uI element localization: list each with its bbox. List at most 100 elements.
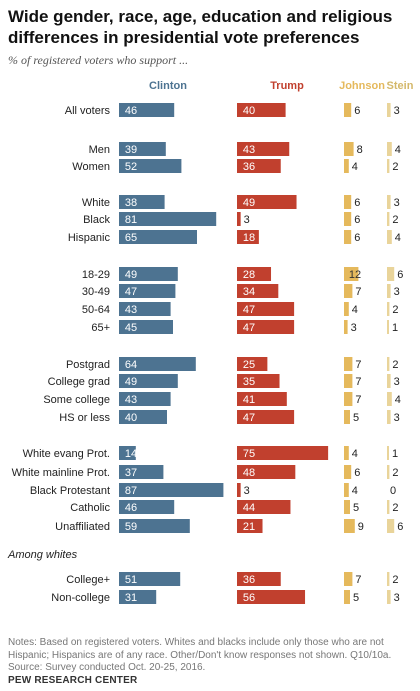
bar-clinton-all-voters bbox=[119, 103, 175, 117]
bar-trump-unaffiliated bbox=[237, 519, 263, 533]
value-label-trump-some-college: 41 bbox=[243, 394, 255, 406]
value-label-stein-college: 2 bbox=[392, 574, 398, 586]
bar-clinton-college-grad bbox=[119, 374, 178, 388]
bar-stein-some-college bbox=[387, 392, 392, 406]
value-label-trump-unaffiliated: 21 bbox=[243, 521, 255, 533]
bar-stein-men bbox=[387, 142, 392, 156]
value-label-johnson-hispanic: 6 bbox=[354, 232, 360, 244]
value-label-trump-all-voters: 40 bbox=[243, 105, 255, 117]
bar-trump-men bbox=[237, 142, 290, 156]
value-label-clinton-catholic: 46 bbox=[125, 502, 137, 514]
value-label-johnson-college-grad: 7 bbox=[355, 376, 361, 388]
bar-johnson-unaffiliated bbox=[344, 519, 355, 533]
value-label-johnson-college: 7 bbox=[355, 574, 361, 586]
bar-trump-18-29 bbox=[237, 267, 272, 281]
value-label-stein-all-voters: 3 bbox=[394, 105, 400, 117]
bar-clinton-unaffiliated bbox=[119, 519, 190, 533]
bar-clinton-college bbox=[119, 572, 181, 586]
bar-johnson-college-grad bbox=[344, 374, 353, 388]
value-label-stein-18-29: 6 bbox=[397, 269, 403, 281]
category-label-college-grad: College grad bbox=[48, 376, 110, 388]
bar-trump-non-college bbox=[237, 590, 306, 604]
value-label-stein-hispanic: 4 bbox=[395, 232, 401, 244]
category-label-non-college: Non-college bbox=[51, 592, 110, 604]
bar-trump-white-mainline-prot bbox=[237, 465, 296, 479]
bar-johnson-white bbox=[344, 195, 352, 209]
value-label-trump-black-protestant: 3 bbox=[244, 485, 250, 497]
value-label-johnson-men: 8 bbox=[357, 144, 363, 156]
value-label-clinton-white-evang-prot: 14 bbox=[125, 448, 137, 460]
bar-johnson-college bbox=[344, 572, 353, 586]
category-label-men: Men bbox=[89, 144, 110, 156]
bar-johnson-65 bbox=[344, 320, 348, 334]
bar-clinton-50-64 bbox=[119, 302, 171, 316]
value-label-stein-black: 2 bbox=[392, 214, 398, 226]
value-label-clinton-unaffiliated: 59 bbox=[125, 521, 137, 533]
bar-stein-unaffiliated bbox=[387, 519, 395, 533]
bar-johnson-women bbox=[344, 159, 349, 173]
value-label-johnson-white: 6 bbox=[354, 197, 360, 209]
value-label-trump-white-evang-prot: 75 bbox=[243, 448, 255, 460]
bar-johnson-30-49 bbox=[344, 284, 353, 298]
value-label-clinton-black: 81 bbox=[125, 214, 137, 226]
bar-clinton-catholic bbox=[119, 500, 175, 514]
bar-clinton-non-college bbox=[119, 590, 157, 604]
value-label-johnson-unaffiliated: 9 bbox=[358, 521, 364, 533]
bar-stein-50-64 bbox=[387, 302, 390, 316]
category-label-white-evang-prot: White evang Prot. bbox=[23, 448, 110, 460]
bar-johnson-men bbox=[344, 142, 354, 156]
bar-trump-women bbox=[237, 159, 281, 173]
bar-trump-some-college bbox=[237, 392, 287, 406]
value-label-trump-18-29: 28 bbox=[243, 269, 255, 281]
category-label-65: 65+ bbox=[91, 322, 110, 334]
value-label-clinton-18-29: 49 bbox=[125, 269, 137, 281]
value-label-trump-hs-or-less: 47 bbox=[243, 412, 255, 424]
value-label-trump-white-mainline-prot: 48 bbox=[243, 467, 255, 479]
bar-trump-college bbox=[237, 572, 281, 586]
value-label-johnson-postgrad: 7 bbox=[355, 359, 361, 371]
bar-trump-hs-or-less bbox=[237, 410, 295, 424]
value-label-johnson-white-evang-prot: 4 bbox=[352, 448, 358, 460]
value-label-trump-65: 47 bbox=[243, 322, 255, 334]
category-label-catholic: Catholic bbox=[70, 502, 110, 514]
bar-trump-50-64 bbox=[237, 302, 295, 316]
value-label-johnson-white-mainline-prot: 6 bbox=[354, 467, 360, 479]
value-label-johnson-18-29: 12 bbox=[349, 269, 361, 281]
bar-stein-18-29 bbox=[387, 267, 395, 281]
value-label-clinton-30-49: 47 bbox=[125, 286, 137, 298]
bar-clinton-some-college bbox=[119, 392, 171, 406]
value-label-clinton-white-mainline-prot: 37 bbox=[125, 467, 137, 479]
value-label-trump-50-64: 47 bbox=[243, 304, 255, 316]
bar-clinton-women bbox=[119, 159, 182, 173]
bar-stein-non-college bbox=[387, 590, 391, 604]
bar-clinton-men bbox=[119, 142, 166, 156]
category-label-white-mainline-prot: White mainline Prot. bbox=[12, 467, 110, 479]
bar-johnson-black bbox=[344, 212, 352, 226]
bar-stein-college-grad bbox=[387, 374, 391, 388]
chart-title: Wide gender, race, age, education and re… bbox=[8, 7, 393, 47]
bar-clinton-white-mainline-prot bbox=[119, 465, 164, 479]
bar-clinton-30-49 bbox=[119, 284, 176, 298]
bar-johnson-all-voters bbox=[344, 103, 352, 117]
bar-trump-college-grad bbox=[237, 374, 280, 388]
bar-clinton-65 bbox=[119, 320, 173, 334]
value-label-johnson-black: 6 bbox=[354, 214, 360, 226]
value-label-trump-hispanic: 18 bbox=[243, 232, 255, 244]
bar-stein-white bbox=[387, 195, 391, 209]
bar-trump-white-evang-prot bbox=[237, 446, 329, 460]
value-label-stein-white: 3 bbox=[394, 197, 400, 209]
value-label-johnson-catholic: 5 bbox=[353, 502, 359, 514]
chart-subtitle: % of registered voters who support ... bbox=[8, 53, 189, 67]
value-label-clinton-college: 51 bbox=[125, 574, 137, 586]
bar-stein-all-voters bbox=[387, 103, 391, 117]
value-label-clinton-some-college: 43 bbox=[125, 394, 137, 406]
bar-trump-black bbox=[237, 212, 241, 226]
category-label-30-49: 30-49 bbox=[82, 286, 110, 298]
bar-stein-white-evang-prot bbox=[387, 446, 389, 460]
value-label-stein-catholic: 2 bbox=[392, 502, 398, 514]
value-label-clinton-white: 38 bbox=[125, 197, 137, 209]
category-label-postgrad: Postgrad bbox=[66, 359, 110, 371]
bar-johnson-hispanic bbox=[344, 230, 352, 244]
bar-johnson-50-64 bbox=[344, 302, 349, 316]
category-label-50-64: 50-64 bbox=[82, 304, 110, 316]
